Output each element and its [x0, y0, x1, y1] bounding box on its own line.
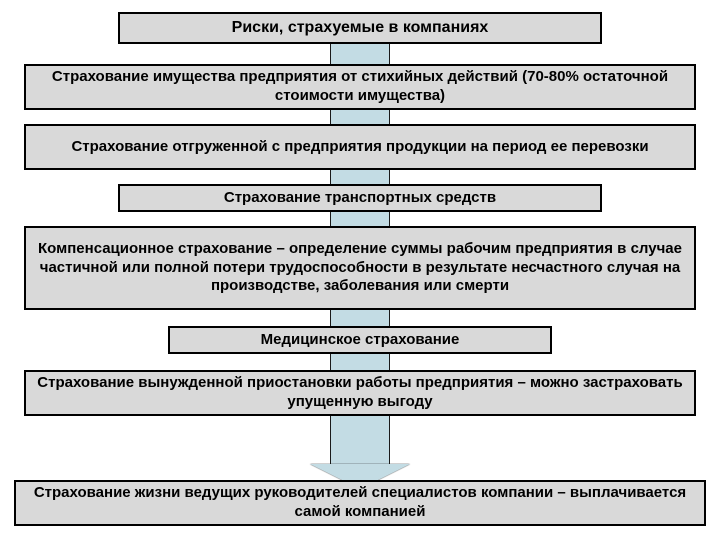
- title-box: Риски, страхуемые в компаниях: [118, 12, 602, 44]
- item-box-6: Страхование вынужденной приостановки раб…: [24, 370, 696, 416]
- item-box-4: Компенсационное страхование – определени…: [24, 226, 696, 310]
- item-box-5: Медицинское страхование: [168, 326, 552, 354]
- item-box-7: Страхование жизни ведущих руководителей …: [14, 480, 706, 526]
- item-box-3: Страхование транспортных средств: [118, 184, 602, 212]
- item-box-1: Страхование имущества предприятия от сти…: [24, 64, 696, 110]
- item-box-2: Страхование отгруженной с предприятия пр…: [24, 124, 696, 170]
